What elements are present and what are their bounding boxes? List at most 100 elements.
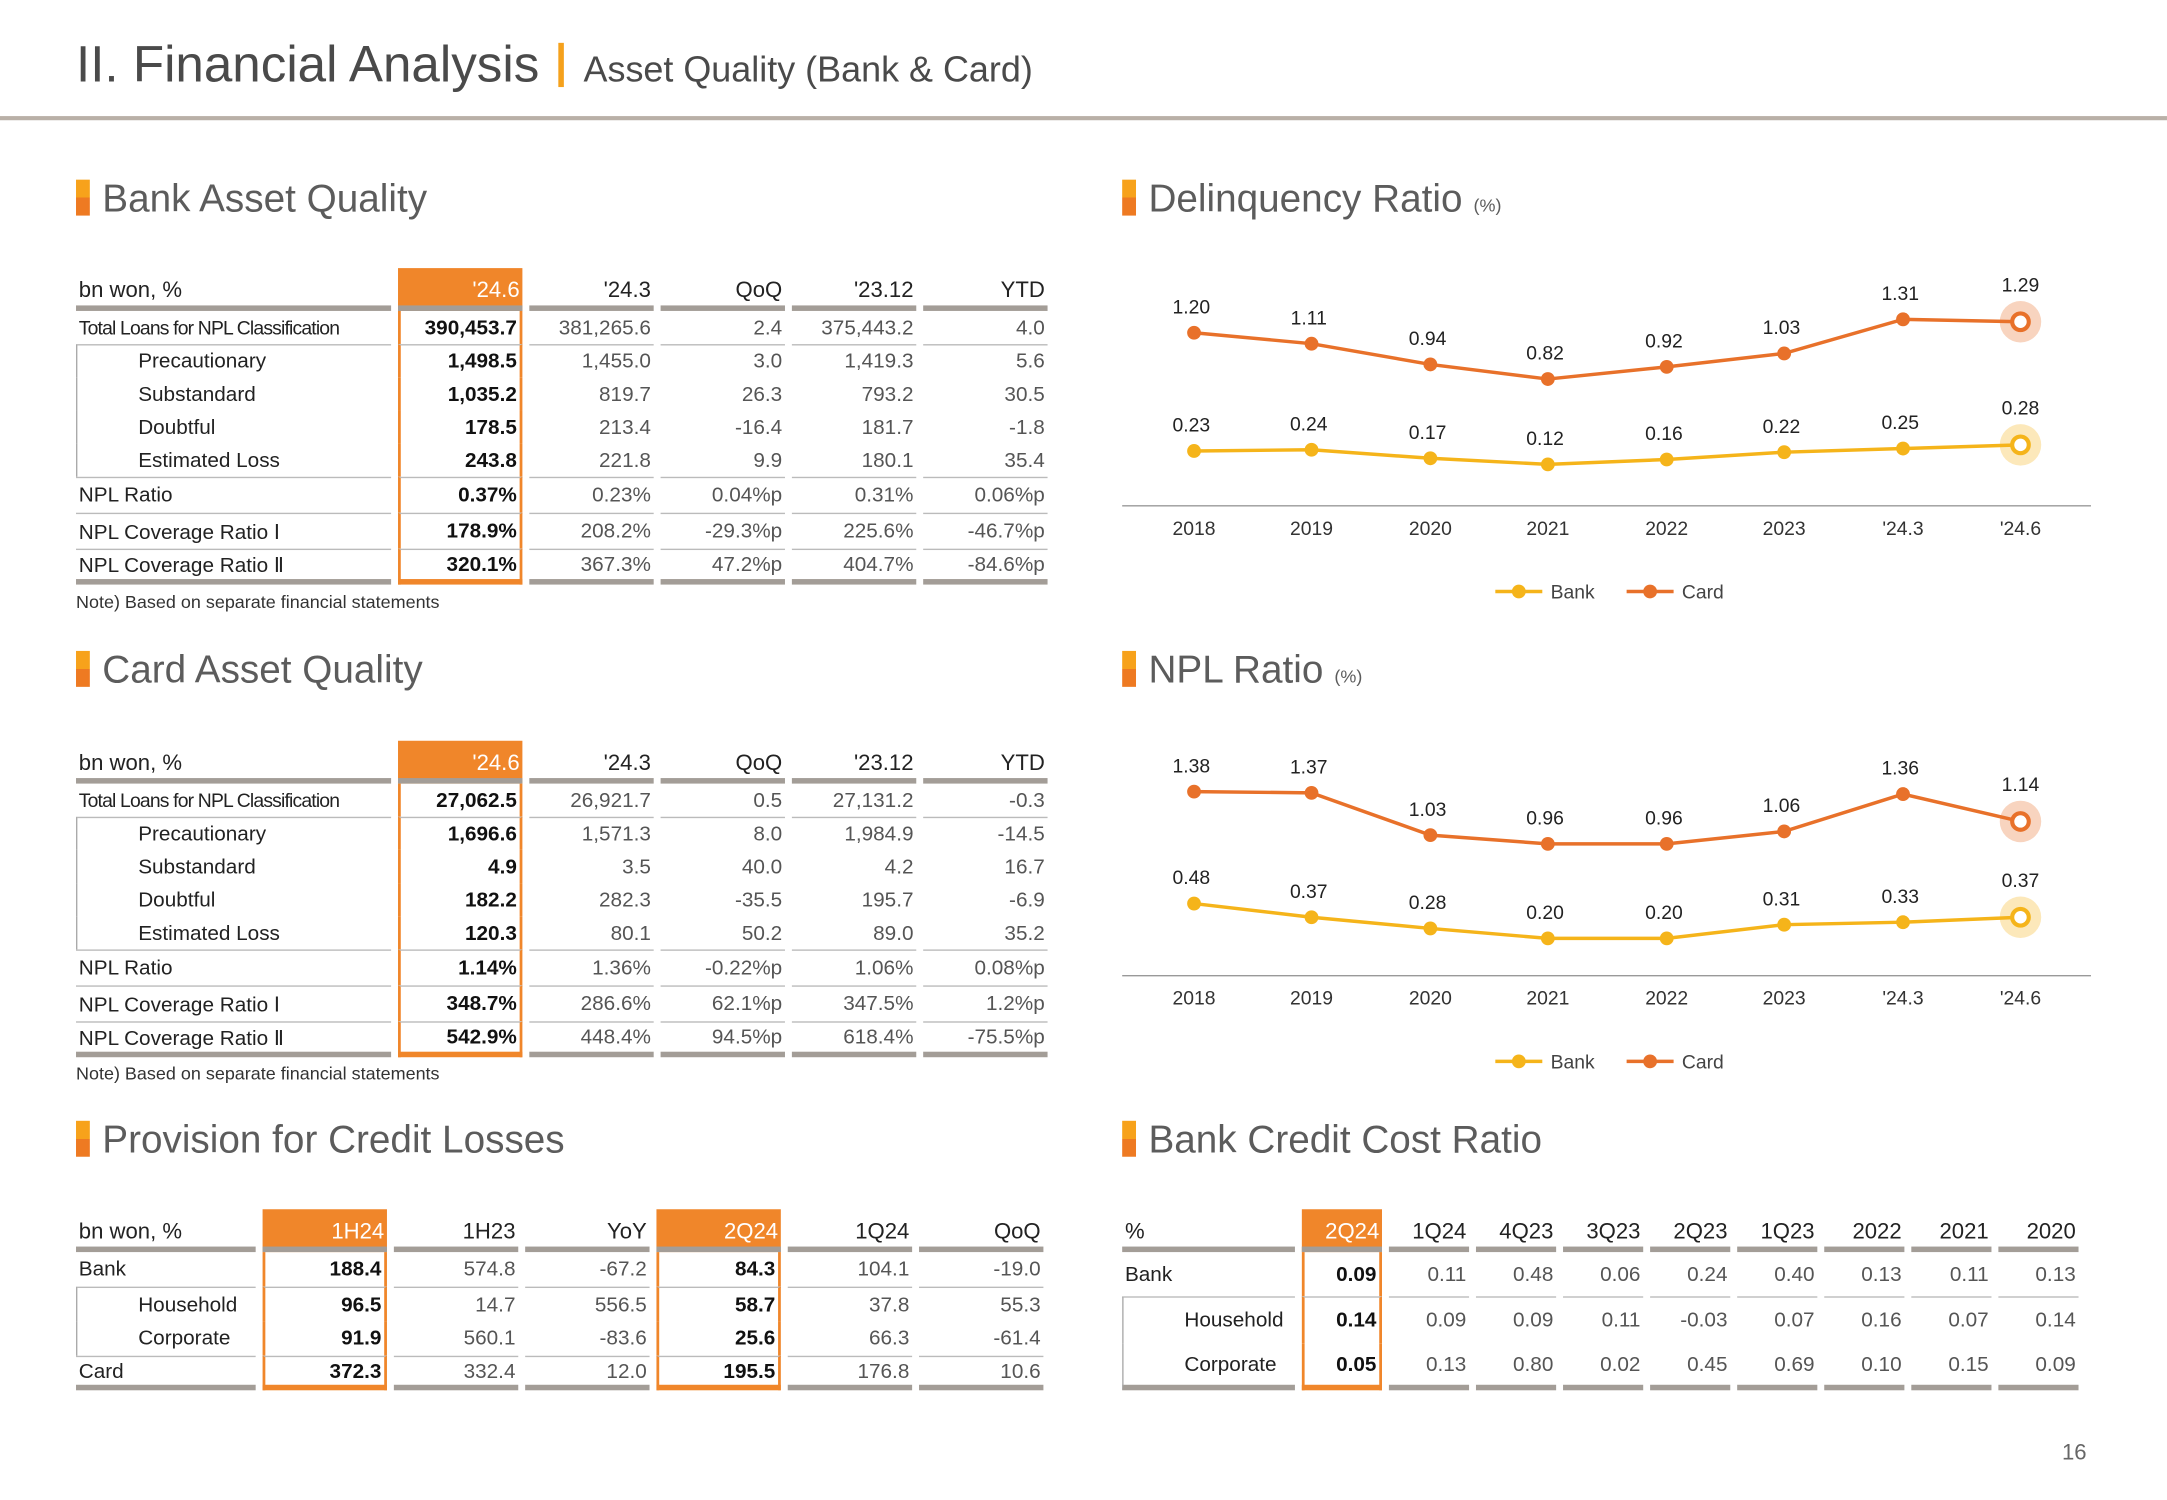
cell-value: -16.4 [734,415,783,439]
data-point [1304,336,1319,351]
cell-value: 0.08%p [923,949,1048,985]
data-point [1304,910,1319,925]
x-tick-label: 2022 [1645,518,1688,540]
data-point [2010,434,2031,456]
unit-label: (%) [1473,194,1502,216]
page-number: 16 [2061,1441,2087,1465]
cell-value: 347.5% [791,985,917,1021]
row-label: Card [76,1355,256,1391]
data-point [1423,921,1438,936]
cell-value: 0.13 [1861,1262,1902,1286]
data-label: 0.23 [1172,415,1210,437]
cell-value: 89.0 [873,921,914,945]
data-label: 0.82 [1526,343,1564,365]
data-point [1896,441,1910,456]
cell-value: 0.37% [398,476,523,513]
cell-value: 91.9 [262,1321,387,1356]
column-header: bn won, % [76,268,392,311]
data-point [1896,787,1910,802]
cell-value: 16.7 [1004,854,1045,879]
row-label: Substandard [76,849,391,884]
data-point [1896,915,1910,930]
cell-value: 0.14 [1301,1296,1382,1344]
cell-value: 0.16 [1824,1296,1905,1343]
section-title: NPL Ratio [1148,648,1324,691]
cell-value: 5.6 [923,344,1048,377]
data-label: 0.22 [1763,416,1801,438]
data-point [1540,457,1555,472]
cell-value: 1.14% [398,949,523,986]
x-tick-label: 2018 [1173,518,1216,540]
cell-value: 0.80 [1475,1343,1557,1391]
column-header: QoQ [660,268,785,311]
page-subtitle: Asset Quality (Bank & Card) [583,48,1033,90]
data-point [1659,931,1674,946]
cell-value: 55.3 [919,1286,1044,1322]
x-tick-label: '24.6 [2000,988,2041,1010]
cell-value: 80.1 [610,921,651,945]
data-point [1777,445,1792,460]
x-tick-label: '24.3 [1882,518,1923,540]
cell-value: 208.2% [529,512,654,549]
data-label: 1.29 [2002,274,2040,296]
data-label: 1.14 [2002,774,2040,796]
cell-value: 1,696.6 [398,816,523,850]
header-row: bn won, % 1H24 1H23 YoY 2Q24 1Q24 QoQ [76,1209,1044,1253]
data-point [1187,444,1201,458]
table-row: Household 96.5 14.7 556.5 58.7 37.8 55.3 [76,1286,1044,1322]
data-label: 0.94 [1409,328,1447,350]
cell-value: 66.3 [868,1326,910,1351]
series-line-card [1193,317,2021,381]
cell-value: 448.4% [529,1021,654,1058]
x-tick-label: 2023 [1763,518,1806,540]
cell-value: -14.5 [923,816,1048,850]
table-row: Estimated Loss 243.8 221.8 9.9 180.1 35.4 [76,443,1048,477]
table-row: Total Loans for NPL Classification 27,062… [76,783,1048,817]
data-point [1304,785,1319,800]
cell-value: 104.1 [857,1257,910,1282]
cell-value: -46.7%p [923,512,1048,549]
cell-value: 25.6 [656,1321,781,1356]
cell-value: 26.3 [741,382,783,406]
cell-value: 332.4 [393,1355,519,1391]
data-point [1777,824,1792,839]
table-row: Estimated Loss 120.3 80.1 50.2 89.0 35.2 [76,916,1048,950]
data-label: 0.96 [1645,808,1683,830]
column-header: YTD [923,741,1048,784]
cell-value: 221.8 [599,448,651,472]
cell-value: 1,035.2 [398,377,523,411]
cell-value: 0.13 [2035,1262,2076,1286]
cell-value: -29.3%p [660,512,785,549]
data-point [1540,836,1555,851]
column-header: 1H23 [393,1209,519,1253]
cell-value: 182.2 [398,883,523,917]
cell-value: 0.40 [1774,1262,1815,1286]
cell-value: 390,453.7 [398,310,523,345]
cell-value: 40.0 [741,854,783,879]
row-label: Precautionary [76,816,392,850]
data-point [1777,346,1792,361]
x-tick-label: 2020 [1409,988,1452,1010]
section-marker-icon [76,1120,90,1157]
cell-value: 0.06 [1600,1262,1641,1286]
cell-value: 0.24 [1687,1262,1728,1286]
column-header: 1Q24 [787,1209,913,1253]
cell-value: 181.7 [861,415,914,439]
row-label: Estimated Loss [76,916,391,950]
cell-value: 367.3% [529,548,654,585]
cell-value: 286.6% [529,985,654,1021]
legend-label: Bank [1551,581,1595,603]
row-label: NPL Ratio [76,476,392,513]
table-row: Card 372.3 332.4 12.0 195.5 176.8 10.6 [76,1355,1044,1391]
cell-value: 243.8 [398,443,523,477]
cell-value: 1.06% [791,949,917,985]
legend-label: Bank [1551,1051,1595,1073]
cell-value: -61.4 [993,1326,1041,1351]
column-header: YoY [525,1209,650,1253]
cell-value: 1,571.3 [529,816,654,850]
cell-value: 2.4 [753,315,783,340]
cell-value: 348.7% [398,985,523,1022]
cell-value: 375,443.2 [821,315,914,340]
cell-value: 50.2 [741,921,783,945]
